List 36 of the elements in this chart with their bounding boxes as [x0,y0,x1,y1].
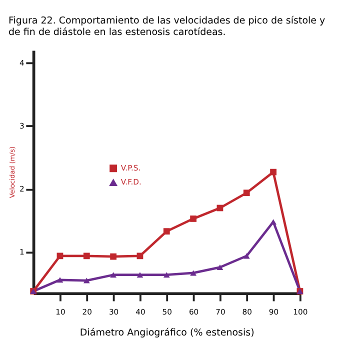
point [110,253,117,260]
point [110,272,117,278]
x-axis-title: Diámetro Angiográfico (% estenosis) [80,328,254,339]
x-tick-label: 10 [56,308,66,317]
y-tick-label: 2 [19,184,24,194]
x-tick-label: 90 [268,308,279,317]
x-tick-label: 30 [108,308,119,317]
point [243,190,250,196]
point [83,278,90,284]
x-tick-label: 70 [216,308,226,317]
point [216,264,224,270]
point [190,270,196,276]
point [190,216,196,222]
legend-label: V.F.D. [120,178,142,187]
point [163,272,170,278]
y-tick-label: 4 [19,58,24,68]
point [270,168,276,176]
text: Figura 22. Comportamiento de las velocidades de pico de sístole y [8,16,326,27]
point [136,252,144,260]
point [56,252,64,260]
x-tick-label: 60 [188,308,199,317]
point [83,252,90,260]
x-tick-label: 50 [162,308,172,317]
text: de fin de diástole en las estenosis carotídeas. [8,27,226,38]
x-tick-label: 100 [293,308,308,317]
x-tick-label: 80 [242,308,252,317]
point [163,228,170,235]
y-tick-label: 1 [19,248,24,257]
point [270,219,276,225]
y-tick-label: 3 [19,121,24,130]
legend-label: V.P.S. [120,163,141,172]
point [56,277,64,283]
point [243,253,250,259]
x-tick-label: 20 [82,308,92,317]
point [136,272,144,278]
x-tick-label: 40 [136,308,146,317]
